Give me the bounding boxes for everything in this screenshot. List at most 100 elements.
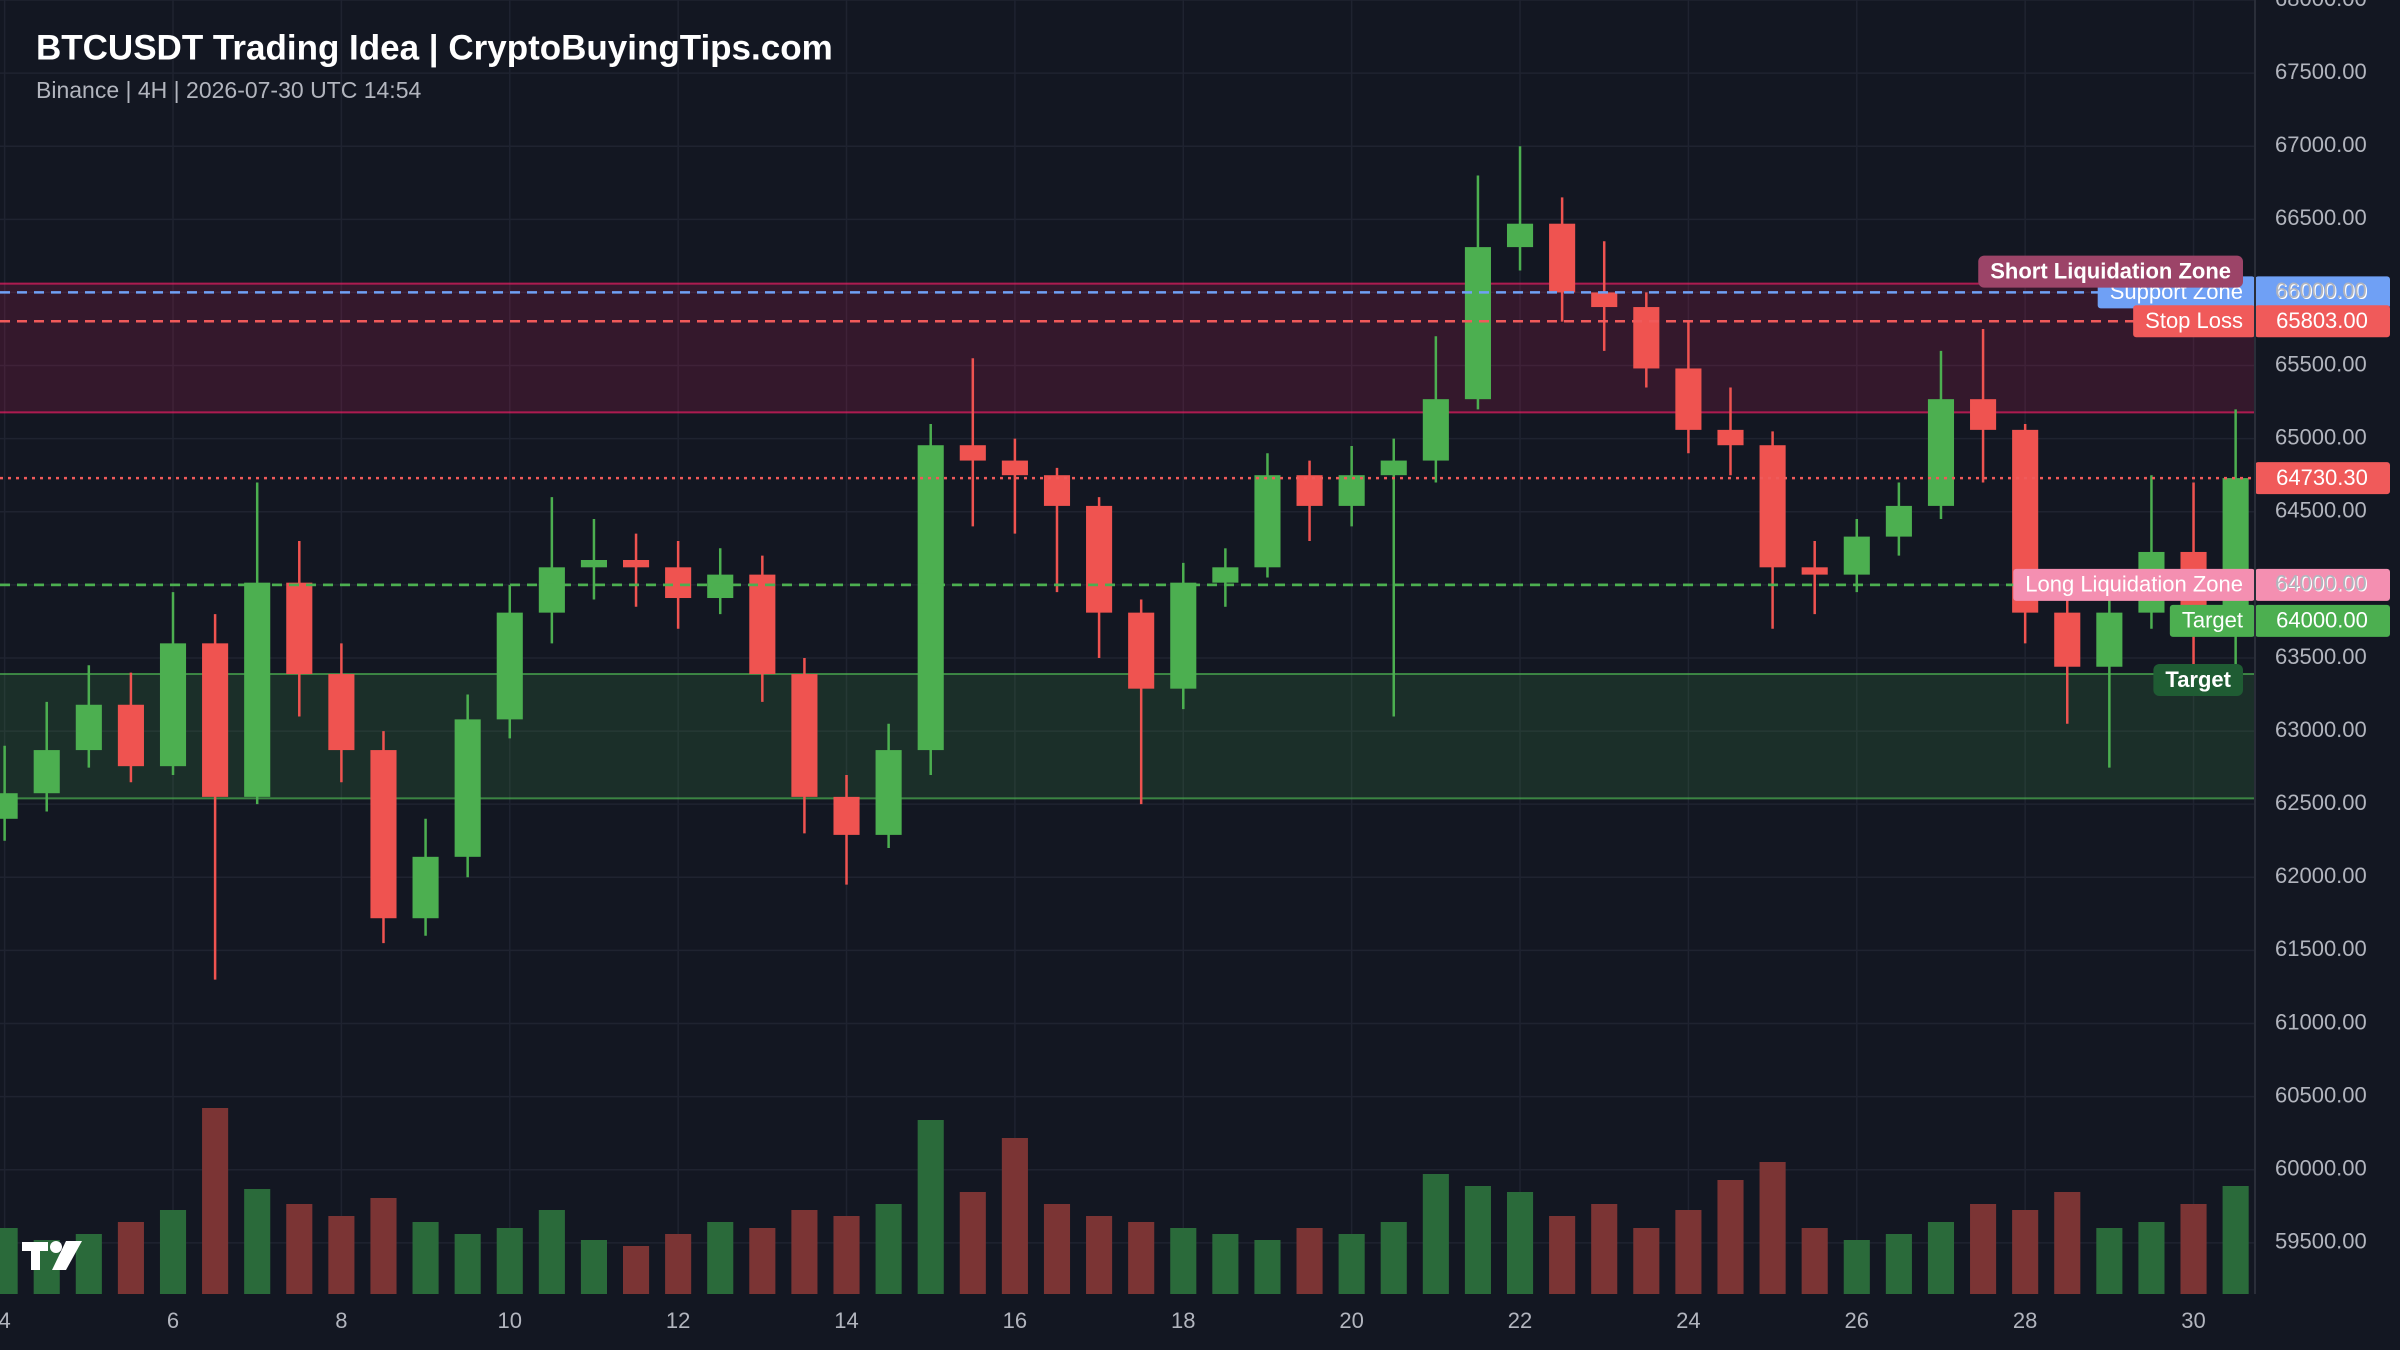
volume-bar [412, 1222, 439, 1294]
level-label-box [2169, 604, 2255, 637]
volume-bar [1212, 1234, 1239, 1294]
price-tag-label: 65803.00 [2276, 308, 2368, 333]
volume-bar [1254, 1240, 1281, 1294]
volume-bar [1675, 1210, 1702, 1294]
volume-bar [2096, 1228, 2123, 1294]
x-tick-label: 28 [2013, 1308, 2037, 1333]
y-tick-label: 65000.00 [2275, 424, 2367, 449]
candle-body [1843, 536, 1870, 575]
level-label: Target [2182, 608, 2243, 633]
candle-body [159, 643, 187, 767]
volume-bar [875, 1204, 902, 1294]
tradingview-logo [22, 1241, 82, 1270]
candle-body [33, 750, 60, 794]
volume-bar [1128, 1222, 1155, 1294]
price-tag-label: 64000.00 [2276, 572, 2368, 597]
volume-bar [1717, 1180, 1744, 1294]
x-tick-label: 26 [1845, 1308, 1869, 1333]
x-tick-label: 16 [1003, 1308, 1027, 1333]
volume-bar [749, 1228, 776, 1294]
y-tick-label: 64500.00 [2275, 498, 2367, 523]
zone-label-box [1978, 255, 2243, 288]
candle-body [1970, 399, 1997, 430]
candle-body [665, 567, 692, 599]
volume-bar [2012, 1210, 2039, 1294]
x-tick-label: 24 [1676, 1308, 1700, 1333]
volume-bar [1296, 1228, 1323, 1294]
candle-body [202, 643, 229, 797]
y-tick-label: 65500.00 [2275, 351, 2367, 376]
candle-body [1001, 460, 1028, 476]
candle-body [1633, 307, 1660, 369]
volume-bar [1970, 1204, 1997, 1294]
volume-bar [2222, 1186, 2249, 1294]
price-tag-label: 64000.00 [2276, 608, 2368, 633]
candle-body [959, 445, 986, 461]
volume-bar [117, 1222, 144, 1294]
x-tick-label: 18 [1171, 1308, 1195, 1333]
y-tick-label: 63500.00 [2275, 644, 2367, 669]
candle-body [1675, 368, 1702, 430]
y-tick-label: 67000.00 [2275, 132, 2367, 157]
candle-body [1380, 460, 1407, 476]
volume-bar [1549, 1216, 1576, 1294]
volume-bar [833, 1216, 860, 1294]
candle-body [1296, 475, 1323, 506]
y-tick-label: 60000.00 [2275, 1156, 2367, 1181]
volume-bar [159, 1210, 187, 1294]
candle-body [1212, 567, 1239, 583]
candle-body [1506, 223, 1534, 248]
x-tick-label: 12 [666, 1308, 690, 1333]
y-tick-label: 67500.00 [2275, 59, 2367, 84]
candle-body [1254, 475, 1281, 568]
candle-body [749, 574, 776, 675]
candle-body [1801, 567, 1828, 575]
volume-bar [1338, 1234, 1365, 1294]
volume-bar [1843, 1240, 1870, 1294]
x-tick-label: 14 [834, 1308, 858, 1333]
volume-bar [1380, 1222, 1407, 1294]
volume-bar [1885, 1234, 1912, 1294]
volume-bar [959, 1192, 986, 1294]
candle-body [117, 704, 144, 767]
level-label-box [2013, 568, 2255, 601]
y-tick-label: 61000.00 [2275, 1009, 2367, 1034]
candle-body [580, 560, 608, 568]
candle-body [0, 793, 18, 819]
x-tick-label: 8 [335, 1308, 347, 1333]
price-tag [2255, 568, 2390, 601]
volume-bar [286, 1204, 313, 1294]
x-tick-label: 10 [498, 1308, 522, 1333]
volume-bar [791, 1210, 818, 1294]
volume-bar [370, 1198, 397, 1294]
x-tick-label: 6 [167, 1308, 179, 1333]
candle-body [1549, 223, 1576, 293]
volume-bar [0, 1228, 18, 1294]
candle-body [1170, 582, 1197, 689]
candle-body [1717, 429, 1744, 446]
candle-body [1338, 475, 1365, 506]
volume-bar [622, 1246, 650, 1294]
price-tag-label: 64730.30 [2276, 465, 2368, 490]
level-label-box [2133, 305, 2255, 338]
volume-bar [1759, 1162, 1786, 1294]
y-tick-label: 60500.00 [2275, 1082, 2367, 1107]
candle-body [1086, 505, 1113, 613]
volume-bar [454, 1234, 481, 1294]
volume-bar [917, 1120, 944, 1294]
volume-bar [1506, 1192, 1534, 1294]
volume-bar [1043, 1204, 1071, 1294]
volume-bar [1633, 1228, 1660, 1294]
candle-body [2096, 612, 2123, 667]
volume-bar [2138, 1222, 2165, 1294]
candle-body [1128, 612, 1155, 689]
candle-body [328, 674, 355, 751]
volume-bar [665, 1234, 692, 1294]
candle-body [412, 856, 439, 919]
candle-body [454, 719, 481, 857]
volume-bar [1086, 1216, 1113, 1294]
candle-body [1591, 292, 1618, 308]
